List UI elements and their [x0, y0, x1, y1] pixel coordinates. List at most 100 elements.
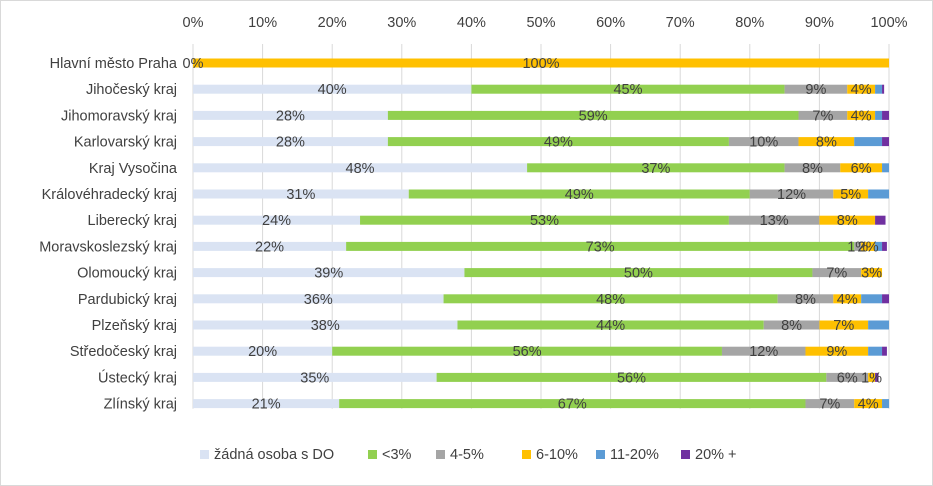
data-label: 67% — [558, 397, 587, 413]
bar-segment — [193, 241, 347, 251]
bar-segment — [875, 215, 886, 225]
bar-segment — [436, 372, 827, 382]
legend-label: 4-5% — [450, 447, 484, 463]
category-label: Liberecký kraj — [88, 213, 177, 229]
bar-segment — [805, 346, 869, 356]
data-label: 56% — [617, 370, 646, 386]
data-label: 35% — [300, 370, 329, 386]
bar-segment — [193, 268, 465, 278]
bar-segment — [805, 399, 855, 409]
bar-segment — [875, 110, 883, 120]
legend-swatch — [596, 450, 605, 459]
category-label: Zlínský kraj — [104, 397, 177, 413]
bar-segment — [868, 372, 876, 382]
data-label: 48% — [346, 161, 375, 177]
data-label: 4% — [837, 292, 858, 308]
data-label: 59% — [579, 108, 608, 124]
bar-segment — [408, 189, 750, 199]
bar-segment — [763, 320, 820, 330]
legend-label: žádná osoba s DO — [214, 447, 334, 463]
bar-segment — [847, 110, 876, 120]
data-label: 8% — [795, 292, 816, 308]
bar-segment — [387, 110, 799, 120]
bar-segment — [193, 58, 889, 68]
bar-segment — [882, 294, 889, 304]
data-label: 53% — [530, 213, 559, 229]
bar-segment — [798, 137, 855, 147]
legend-swatch — [436, 450, 445, 459]
x-tick-label: 0% — [183, 15, 204, 31]
bar-segment — [193, 84, 472, 94]
data-label: 1% — [847, 239, 868, 255]
data-label: 7% — [819, 397, 840, 413]
data-label: 3% — [861, 266, 882, 282]
legend-swatch — [368, 450, 377, 459]
bar-segment — [798, 110, 848, 120]
data-label: 24% — [262, 213, 291, 229]
bar-segment — [728, 137, 799, 147]
data-label: 28% — [276, 135, 305, 151]
bar-segment — [812, 268, 862, 278]
category-label: Jihomoravský kraj — [61, 108, 177, 124]
bar-segment — [882, 84, 885, 94]
bar-segment — [360, 215, 729, 225]
x-tick-label: 50% — [526, 15, 555, 31]
data-label: 13% — [760, 213, 789, 229]
bar-segment — [193, 372, 437, 382]
legend-label: 6-10% — [536, 447, 578, 463]
data-label: 8% — [781, 318, 802, 334]
data-label: 8% — [816, 135, 837, 151]
bar-segment — [868, 320, 889, 330]
category-label: Karlovarský kraj — [74, 135, 177, 151]
bar-segment — [332, 346, 722, 356]
bar-segment — [861, 294, 883, 304]
legend-label: <3% — [382, 447, 412, 463]
bar-segment — [854, 241, 862, 251]
data-label: 36% — [304, 292, 333, 308]
bar-segment — [875, 241, 883, 251]
bar-segment — [749, 189, 834, 199]
data-label: 7% — [833, 318, 854, 334]
bar-segment — [847, 84, 876, 94]
data-label: 12% — [749, 344, 778, 360]
x-tick-label: 40% — [457, 15, 486, 31]
category-label: Ústecký kraj — [98, 369, 177, 386]
bar-segment — [457, 320, 764, 330]
data-label: 2% — [858, 239, 879, 255]
data-label: 56% — [513, 344, 542, 360]
category-label: Středočeský kraj — [70, 344, 177, 360]
bar-segment — [854, 399, 883, 409]
bar-segment — [193, 189, 409, 199]
x-tick-label: 60% — [596, 15, 625, 31]
x-tick-label: 30% — [387, 15, 416, 31]
data-label: 40% — [318, 82, 347, 98]
data-label: 20% — [248, 344, 277, 360]
bar-segment — [833, 189, 869, 199]
bar-segment — [868, 346, 883, 356]
data-label: 7% — [826, 266, 847, 282]
bar-segment — [861, 241, 876, 251]
bar-segment — [840, 163, 883, 173]
data-label: 6% — [851, 161, 872, 177]
data-label: 5% — [840, 187, 861, 203]
bar-segment — [193, 294, 444, 304]
bar-segment — [854, 137, 883, 147]
bar-segment — [826, 372, 869, 382]
data-label: 73% — [586, 239, 615, 255]
bar-segment — [193, 346, 333, 356]
data-label: 48% — [596, 292, 625, 308]
data-label: 4% — [851, 82, 872, 98]
category-label: Moravskoslezský kraj — [39, 239, 177, 255]
bar-segment — [882, 163, 889, 173]
data-label: 10% — [749, 135, 778, 151]
data-label: 28% — [276, 108, 305, 124]
data-label: 37% — [641, 161, 670, 177]
category-label: Královéhradecký kraj — [42, 187, 177, 203]
bar-segment — [833, 294, 862, 304]
data-label: 4% — [858, 397, 879, 413]
bar-segment — [882, 241, 887, 251]
data-label: 8% — [802, 161, 823, 177]
data-label: 50% — [624, 266, 653, 282]
category-label: Plzeňský kraj — [92, 318, 177, 334]
